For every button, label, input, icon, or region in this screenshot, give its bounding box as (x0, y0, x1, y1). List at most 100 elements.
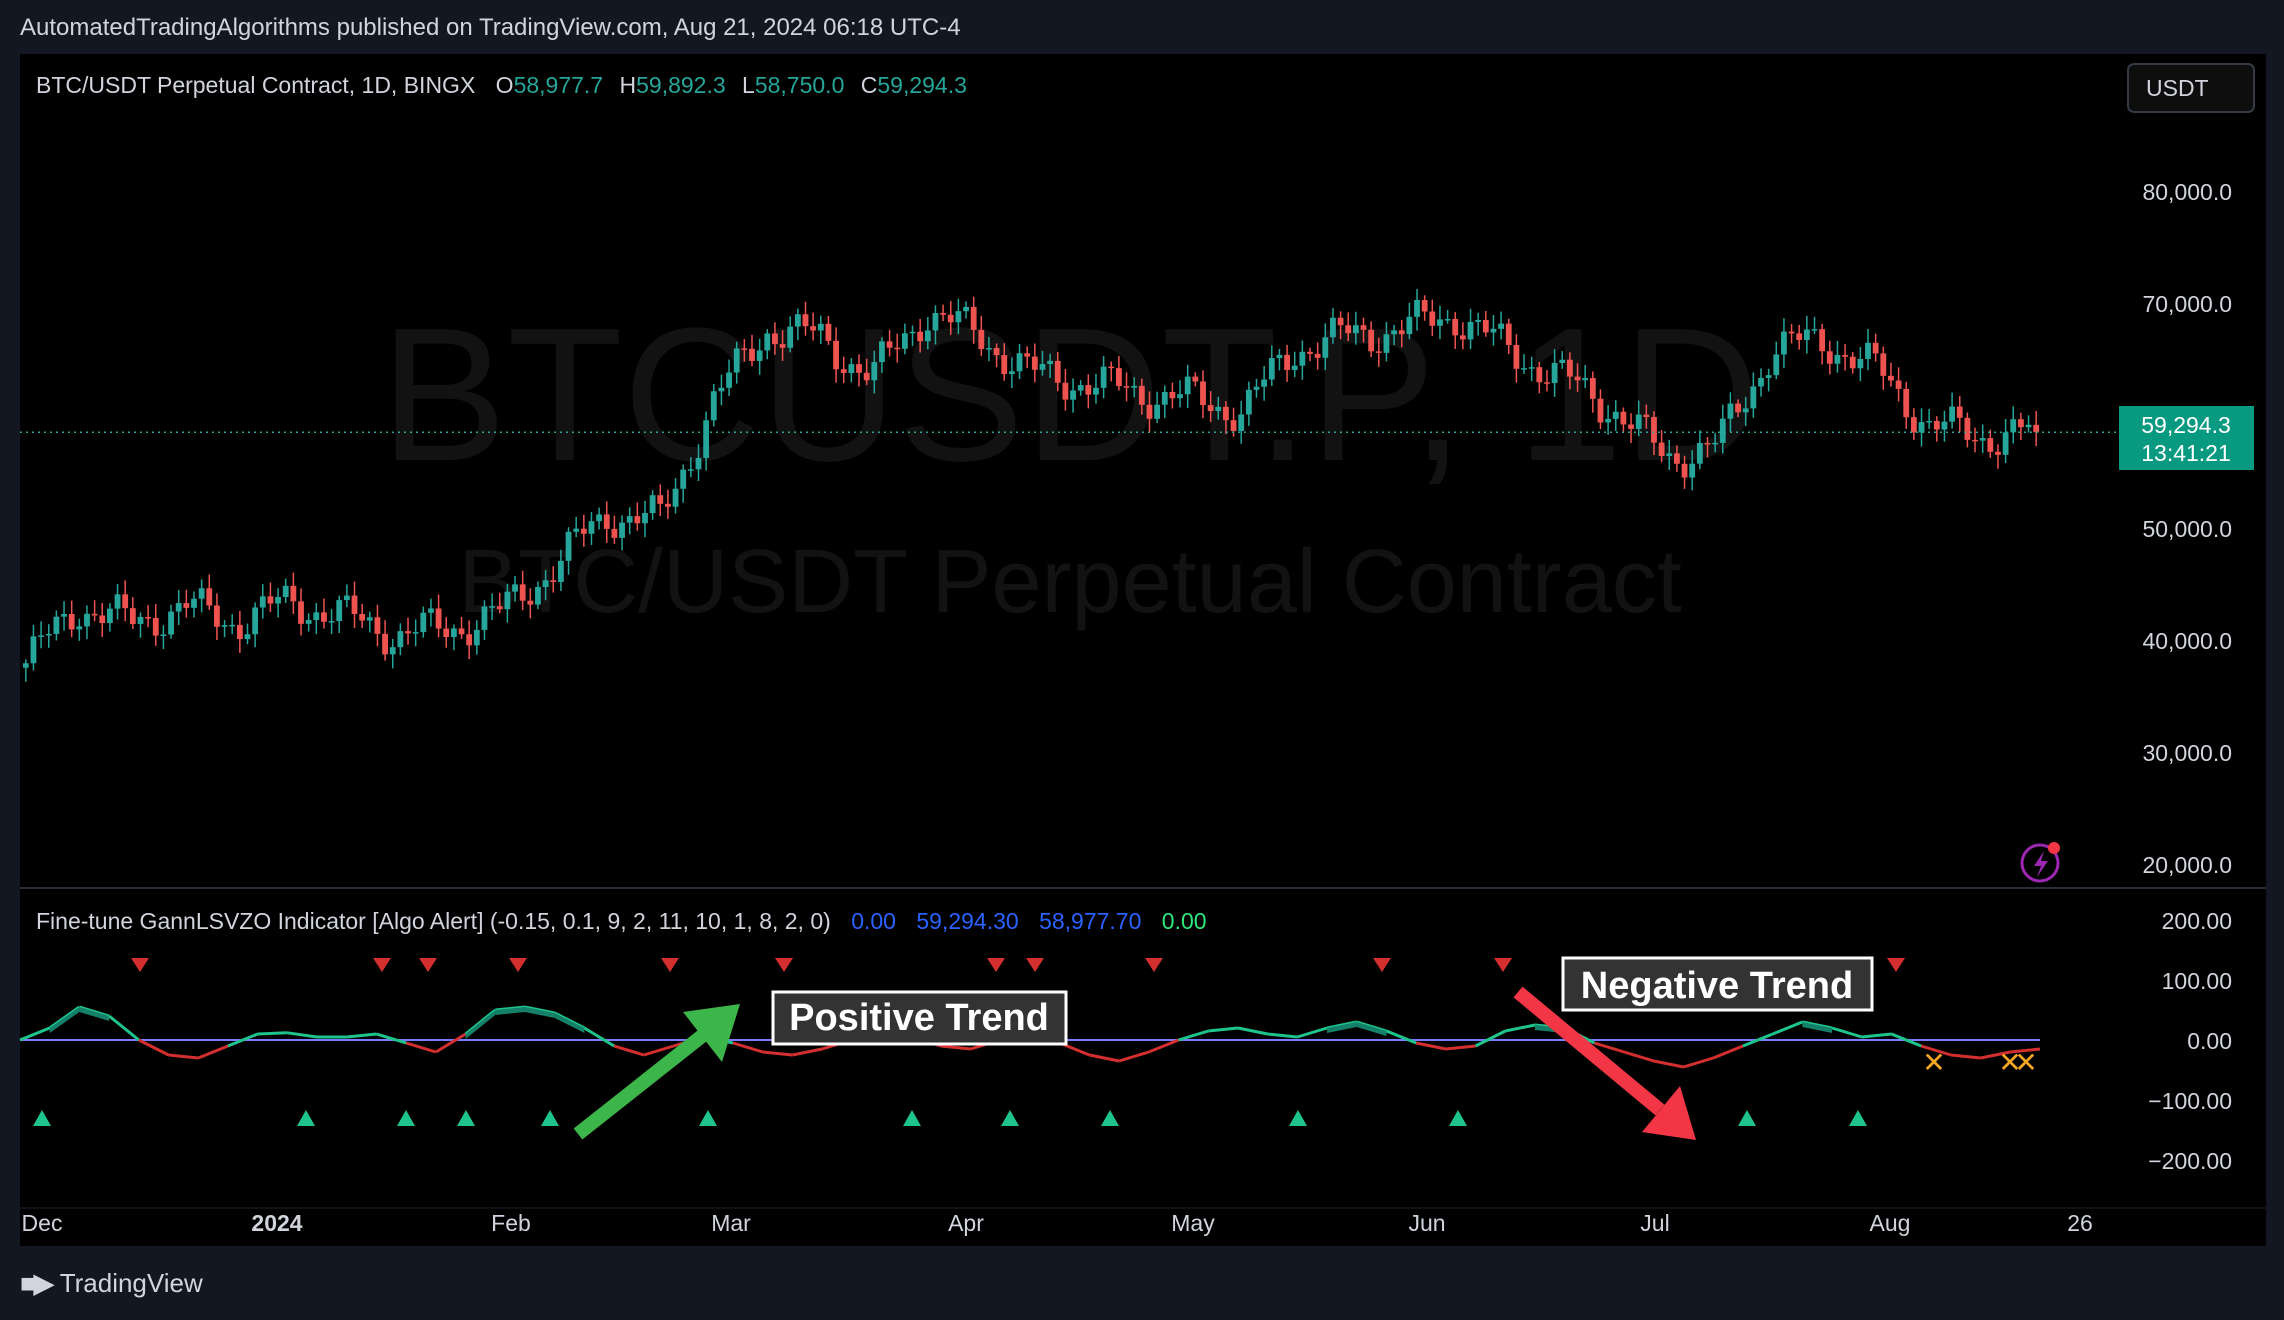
time-tick: Aug (1870, 1210, 1911, 1236)
oscillator-segment (1148, 1038, 1180, 1054)
candle (420, 606, 427, 638)
candle (672, 478, 679, 514)
candle-body (978, 329, 985, 350)
candle (267, 582, 274, 612)
candle-body (794, 314, 801, 327)
candle (1238, 400, 1245, 444)
candle (1559, 351, 1566, 369)
candle-body (2025, 424, 2032, 428)
candle-body (1169, 391, 1176, 399)
candle (1505, 318, 1512, 355)
candle-body (1230, 420, 1237, 432)
candle-body (955, 311, 962, 323)
candle (1467, 308, 1474, 350)
candle-body (84, 613, 90, 627)
price-axis[interactable]: 80,000.0 70,000.0 50,000.0 40,000.0 30,0… (2142, 179, 2232, 878)
candle (1276, 348, 1283, 371)
candle (443, 617, 450, 648)
candle (1452, 312, 1459, 349)
candle-body (1643, 414, 1650, 417)
candle-body (772, 333, 778, 345)
candle-body (122, 594, 129, 609)
candles-layer[interactable] (22, 289, 2040, 682)
candle (1192, 372, 1199, 387)
candle (1918, 408, 1925, 447)
candle-body (1161, 391, 1168, 405)
candle (817, 315, 824, 344)
candle-body (1215, 406, 1222, 412)
candle (512, 575, 518, 602)
oscillator-band (525, 1007, 555, 1018)
footer-brand[interactable]: ■▶ TradingView (20, 1268, 203, 1299)
candle (917, 318, 924, 353)
candle (955, 298, 962, 335)
candle-body (30, 636, 37, 664)
candle (328, 609, 335, 635)
candle-body (833, 340, 839, 370)
buy-signal-icon (1101, 1110, 1119, 1126)
oscillator-segment (1593, 1041, 1625, 1054)
candle (313, 603, 320, 635)
candle (978, 315, 985, 357)
candle-body (1765, 375, 1772, 378)
candle-body (764, 333, 771, 351)
candle (504, 583, 511, 623)
buy-signal-icon (397, 1110, 415, 1126)
candle-body (519, 584, 526, 601)
candle (833, 327, 839, 383)
candle (1574, 363, 1581, 392)
candle (229, 614, 236, 635)
candle (496, 592, 503, 614)
svg-text:BTC/USDT Perpetual Contract, 1: BTC/USDT Perpetual Contract, 1D, BINGX O… (36, 72, 967, 98)
candle (1375, 337, 1382, 367)
candle-body (1100, 366, 1107, 388)
candle (1337, 311, 1344, 340)
candle-body (1077, 385, 1084, 391)
time-axis[interactable]: Dec 2024 Feb Mar Apr May Jun Jul Aug 26 (22, 1210, 2093, 1236)
symbol-legend[interactable]: BTC/USDT Perpetual Contract, 1D, BINGX O… (36, 72, 967, 98)
candle-body (1987, 438, 1994, 452)
candle (1773, 341, 1780, 380)
candle-body (1674, 453, 1680, 464)
sell-signal-icon (1373, 958, 1391, 972)
candle (1047, 353, 1054, 378)
candle-body (1865, 342, 1871, 359)
oscillator-band (465, 1010, 496, 1039)
candle-body (871, 362, 878, 381)
indicator-legend[interactable]: Fine-tune GannLSVZO Indicator [Algo Aler… (36, 908, 1207, 934)
candle-body (1307, 351, 1313, 354)
candle-body (114, 594, 121, 609)
time-tick: 26 (2067, 1210, 2093, 1236)
candle-body (550, 580, 557, 582)
candle (1956, 396, 1963, 432)
candle-body (840, 369, 847, 373)
candle-body (1131, 385, 1138, 388)
oscillator-band (79, 1007, 110, 1021)
lightning-icon[interactable] (2020, 842, 2060, 883)
candle-body (443, 628, 450, 637)
candle (1536, 361, 1543, 394)
open-value: 58,977.7 (514, 72, 604, 98)
candle-body (1964, 417, 1971, 440)
candle (1597, 389, 1604, 430)
candle (1513, 334, 1520, 383)
oscillator-segment (613, 1044, 645, 1057)
candle-body (38, 635, 45, 637)
candle-body (1735, 403, 1741, 413)
last-price-tag: 59,294.3 13:41:21 (2119, 406, 2254, 470)
candle-body (1276, 354, 1283, 359)
candle-body (1995, 451, 2001, 455)
close-value: 59,294.3 (877, 72, 967, 98)
exit-signal-icon: ✕ (1922, 1047, 1945, 1078)
low-value: 58,750.0 (755, 72, 845, 98)
candle-body (1696, 442, 1703, 464)
candle (1933, 416, 1940, 442)
candle (428, 598, 434, 627)
candle-body (863, 372, 870, 381)
candle-body (718, 387, 725, 392)
candle-body (1979, 438, 1986, 441)
indicator-axis[interactable]: 200.00 100.00 0.00 −100.00 −200.00 (2148, 908, 2232, 1174)
currency-button[interactable]: USDT (2127, 63, 2255, 113)
buy-signal-icon (1001, 1110, 1019, 1126)
